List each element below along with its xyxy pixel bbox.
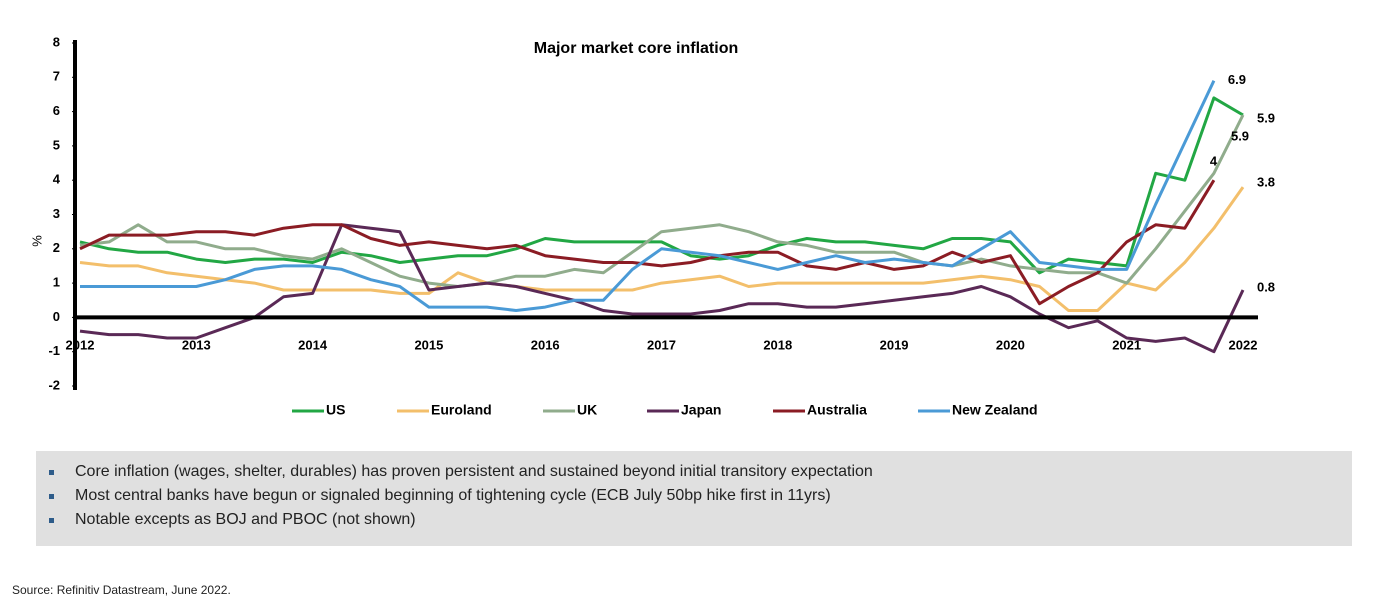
bullet: [49, 494, 54, 499]
y-tick-label: 8: [53, 34, 60, 49]
bullet: [49, 518, 54, 523]
bullet: [49, 470, 54, 475]
y-tick-label: 5: [53, 137, 60, 152]
legend-label: Japan: [681, 402, 721, 418]
note: Core inflation (wages, shelter, durables…: [75, 463, 873, 480]
legend-label: UK: [577, 402, 597, 418]
note: Most central banks have begun or signale…: [75, 487, 831, 504]
x-tick-label: 2015: [414, 337, 443, 352]
end-label: 0.8: [1257, 279, 1275, 294]
y-tick-label: 7: [53, 69, 60, 84]
source: Source: Refinitiv Datastream, June 2022.: [12, 583, 231, 597]
chart: Major market core inflation % -2-1012345…: [29, 34, 1275, 418]
y-tick-label: -1: [48, 343, 60, 358]
x-tick-label: 2012: [66, 337, 95, 352]
x-tick-label: 2013: [182, 337, 211, 352]
x-tick-label: 2014: [298, 337, 328, 352]
series-line: [79, 179, 1216, 306]
x-tick-label: 2021: [1112, 337, 1141, 352]
end-label: 4: [1210, 154, 1218, 169]
legend-label: Euroland: [431, 402, 492, 418]
y-axis-label: %: [29, 235, 44, 247]
x-tick-label: 2022: [1229, 337, 1258, 352]
y-tick-label: 4: [53, 172, 61, 187]
series-line: [79, 96, 1244, 275]
series-line: [79, 114, 1245, 288]
end-label: 6.9: [1228, 72, 1246, 87]
y-tick-label: 0: [53, 309, 60, 324]
series-line: [79, 186, 1245, 312]
end-label: 3.8: [1257, 174, 1275, 189]
legend-label: Australia: [807, 402, 867, 418]
y-tick-label: 3: [53, 206, 60, 221]
y-tick-label: 2: [53, 240, 60, 255]
legend-label: New Zealand: [952, 402, 1038, 418]
y-tick-label: -2: [48, 377, 60, 392]
series-line: [80, 80, 1216, 312]
chart-title: Major market core inflation: [534, 40, 739, 57]
x-tick-label: 2016: [531, 337, 560, 352]
notes-box: Core inflation (wages, shelter, durables…: [36, 451, 1352, 546]
x-tick-label: 2020: [996, 337, 1025, 352]
x-tick-label: 2018: [763, 337, 792, 352]
legend-label: US: [326, 402, 345, 418]
series-line: [79, 223, 1245, 354]
x-tick-label: 2019: [880, 337, 909, 352]
y-tick-label: 6: [53, 103, 60, 118]
note: Notable excepts as BOJ and PBOC (not sho…: [75, 511, 416, 528]
end-label: 5.9: [1231, 128, 1249, 143]
y-tick-label: 1: [53, 275, 60, 290]
end-label: 5.9: [1257, 110, 1275, 125]
x-tick-label: 2017: [647, 337, 676, 352]
